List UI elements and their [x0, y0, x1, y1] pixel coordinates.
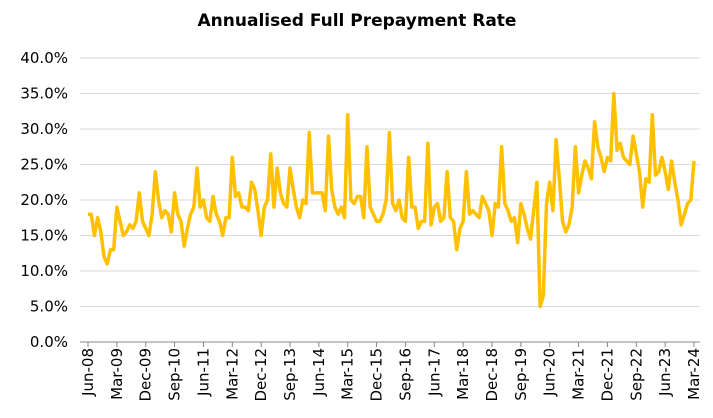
y-tick-label: 10.0% [20, 262, 68, 280]
x-tick-label: Dec-09 [137, 348, 155, 402]
x-tick-label: Jun-14 [310, 348, 328, 397]
y-tick-label: 30.0% [20, 120, 68, 138]
y-tick-label: 40.0% [20, 49, 68, 67]
x-tick-label: Mar-09 [108, 348, 126, 400]
x-tick-label: Mar-24 [685, 348, 703, 400]
chart-title: Annualised Full Prepayment Rate [198, 11, 517, 31]
x-tick-label: Jun-20 [541, 348, 559, 397]
x-tick-label: Dec-21 [598, 348, 616, 402]
y-tick-label: 35.0% [20, 85, 68, 103]
x-tick-label: Sep-13 [281, 348, 299, 401]
x-tick-label: Sep-16 [396, 348, 414, 401]
x-tick-label: Dec-12 [252, 348, 270, 402]
x-tick-label: Dec-15 [368, 348, 386, 402]
x-tick-label: Dec-18 [483, 348, 501, 402]
data-line [88, 91, 696, 309]
x-tick-label: Jun-23 [656, 348, 674, 397]
x-tick-label: Mar-15 [339, 348, 357, 400]
y-tick-label: 20.0% [20, 191, 68, 209]
x-tick-label: Sep-19 [512, 348, 530, 401]
y-tick-label: 0.0% [30, 333, 68, 351]
y-tick-label: 25.0% [20, 156, 68, 174]
x-tick-label: Mar-12 [223, 348, 241, 400]
x-tick-label: Mar-21 [570, 348, 588, 400]
x-tick-label: Mar-18 [454, 348, 472, 400]
x-tick-label: Jun-11 [194, 348, 212, 397]
y-tick-label: 5.0% [30, 298, 68, 316]
x-tick-label: Sep-10 [166, 348, 184, 401]
x-tick-label: Sep-22 [627, 348, 645, 401]
x-tick-label: Jun-17 [425, 348, 443, 397]
x-tick-label: Jun-08 [79, 348, 97, 397]
y-tick-label: 15.0% [20, 227, 68, 245]
